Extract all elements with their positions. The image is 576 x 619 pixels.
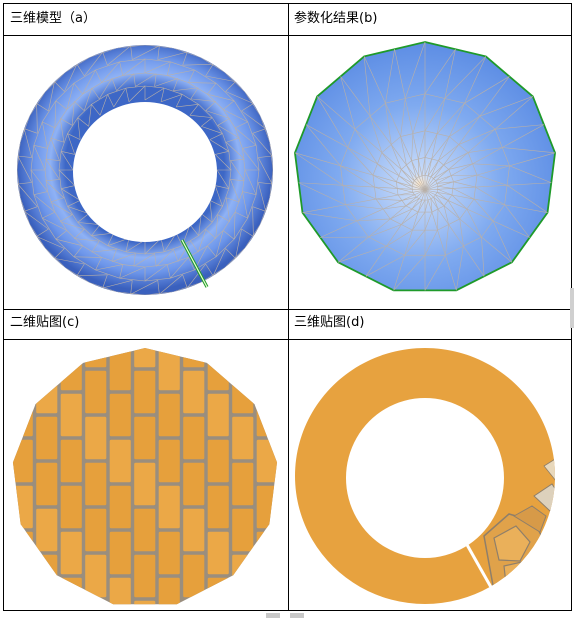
caption-d: 三维贴图(d) xyxy=(294,315,365,330)
page-bottom-marker xyxy=(290,613,304,618)
brick-pattern xyxy=(12,348,278,605)
caption-a: 三维模型（a） xyxy=(10,11,96,26)
caption-b: 参数化结果(b) xyxy=(294,11,378,26)
column-divider xyxy=(288,4,289,610)
caption-c: 二维贴图(c) xyxy=(10,315,80,330)
3d-texture-figure xyxy=(295,348,556,604)
ring-cut-seam xyxy=(464,542,494,590)
torus-mesh-lines xyxy=(17,45,274,295)
page-edge-marker xyxy=(570,288,574,328)
page-bottom-marker xyxy=(266,613,280,618)
caption-row-divider-top xyxy=(4,35,571,36)
2d-texture-figure xyxy=(12,348,278,605)
row-divider xyxy=(4,309,571,310)
caption-row-divider-bottom xyxy=(4,339,571,340)
torus-mesh-figure xyxy=(17,45,274,295)
parameterization-figure xyxy=(294,41,556,292)
parameterization-mesh-lines xyxy=(294,41,556,291)
